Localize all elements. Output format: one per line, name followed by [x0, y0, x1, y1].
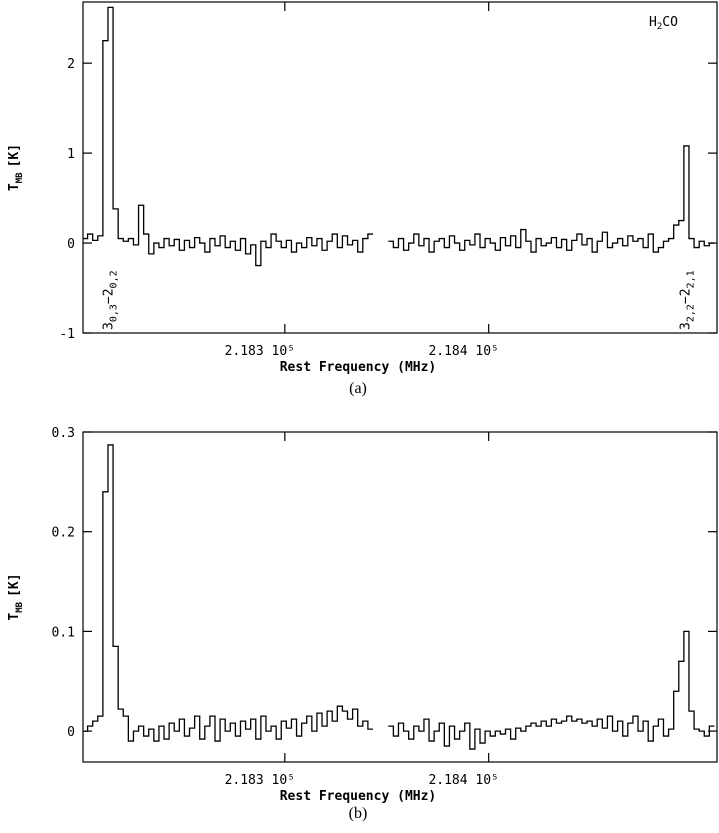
plot-frame — [82, 1, 718, 334]
transition-subscript: 0,3 — [108, 304, 119, 322]
molecule-label: H2CO — [649, 15, 678, 32]
y-tick-label: 0.1 — [52, 625, 75, 640]
x-tick-label: 2.184 10⁵ — [428, 344, 498, 359]
x-axis-label: Rest Frequency (MHz) — [280, 360, 437, 375]
transition-part: 3 — [678, 322, 693, 330]
spectrum — [83, 444, 715, 750]
y-label-symbol: T — [7, 613, 22, 621]
transition-part: −2 — [101, 288, 116, 304]
y-axis-label: TMB [K] — [7, 144, 25, 191]
molecule-part: H — [649, 15, 657, 30]
y-label-subscript: MB — [15, 601, 25, 612]
x-tick-label: 2.184 10⁵ — [428, 773, 498, 788]
x-axis-label: Rest Frequency (MHz) — [280, 789, 437, 804]
y-label-subscript: MB — [15, 172, 25, 183]
transition-subscript: 0,2 — [108, 270, 119, 288]
transition-part: −2 — [678, 288, 693, 304]
y-tick-label: 0 — [67, 725, 75, 740]
y-label-symbol: T — [7, 183, 22, 191]
panel-caption: (b) — [349, 805, 368, 822]
transition-subscript: 2,1 — [685, 270, 696, 288]
transition-part: 3 — [101, 322, 116, 330]
panel-caption: (a) — [349, 380, 367, 397]
molecule-subscript: 2 — [657, 22, 662, 32]
y-tick-label: 2 — [67, 57, 75, 72]
molecule-part: CO — [662, 15, 678, 30]
y-tick-label: -1 — [59, 327, 75, 342]
y-tick-label: 1 — [67, 147, 75, 162]
y-tick-label: 0 — [67, 237, 75, 252]
x-tick-label: 2.183 10⁵ — [225, 344, 295, 359]
y-tick-label: 0.3 — [52, 426, 75, 441]
y-label-unit: [K] — [7, 144, 22, 167]
transition-label: 32,2−22,1 — [678, 270, 696, 330]
y-tick-label: 0.2 — [52, 526, 75, 541]
y-axis-label: TMB [K] — [7, 573, 25, 620]
plot-frame — [82, 431, 718, 763]
y-label-unit: [K] — [7, 573, 22, 596]
transition-subscript: 2,2 — [685, 304, 696, 322]
transition-label: 30,3−20,2 — [101, 270, 119, 330]
x-tick-label: 2.183 10⁵ — [225, 773, 295, 788]
spectrum — [83, 6, 715, 267]
